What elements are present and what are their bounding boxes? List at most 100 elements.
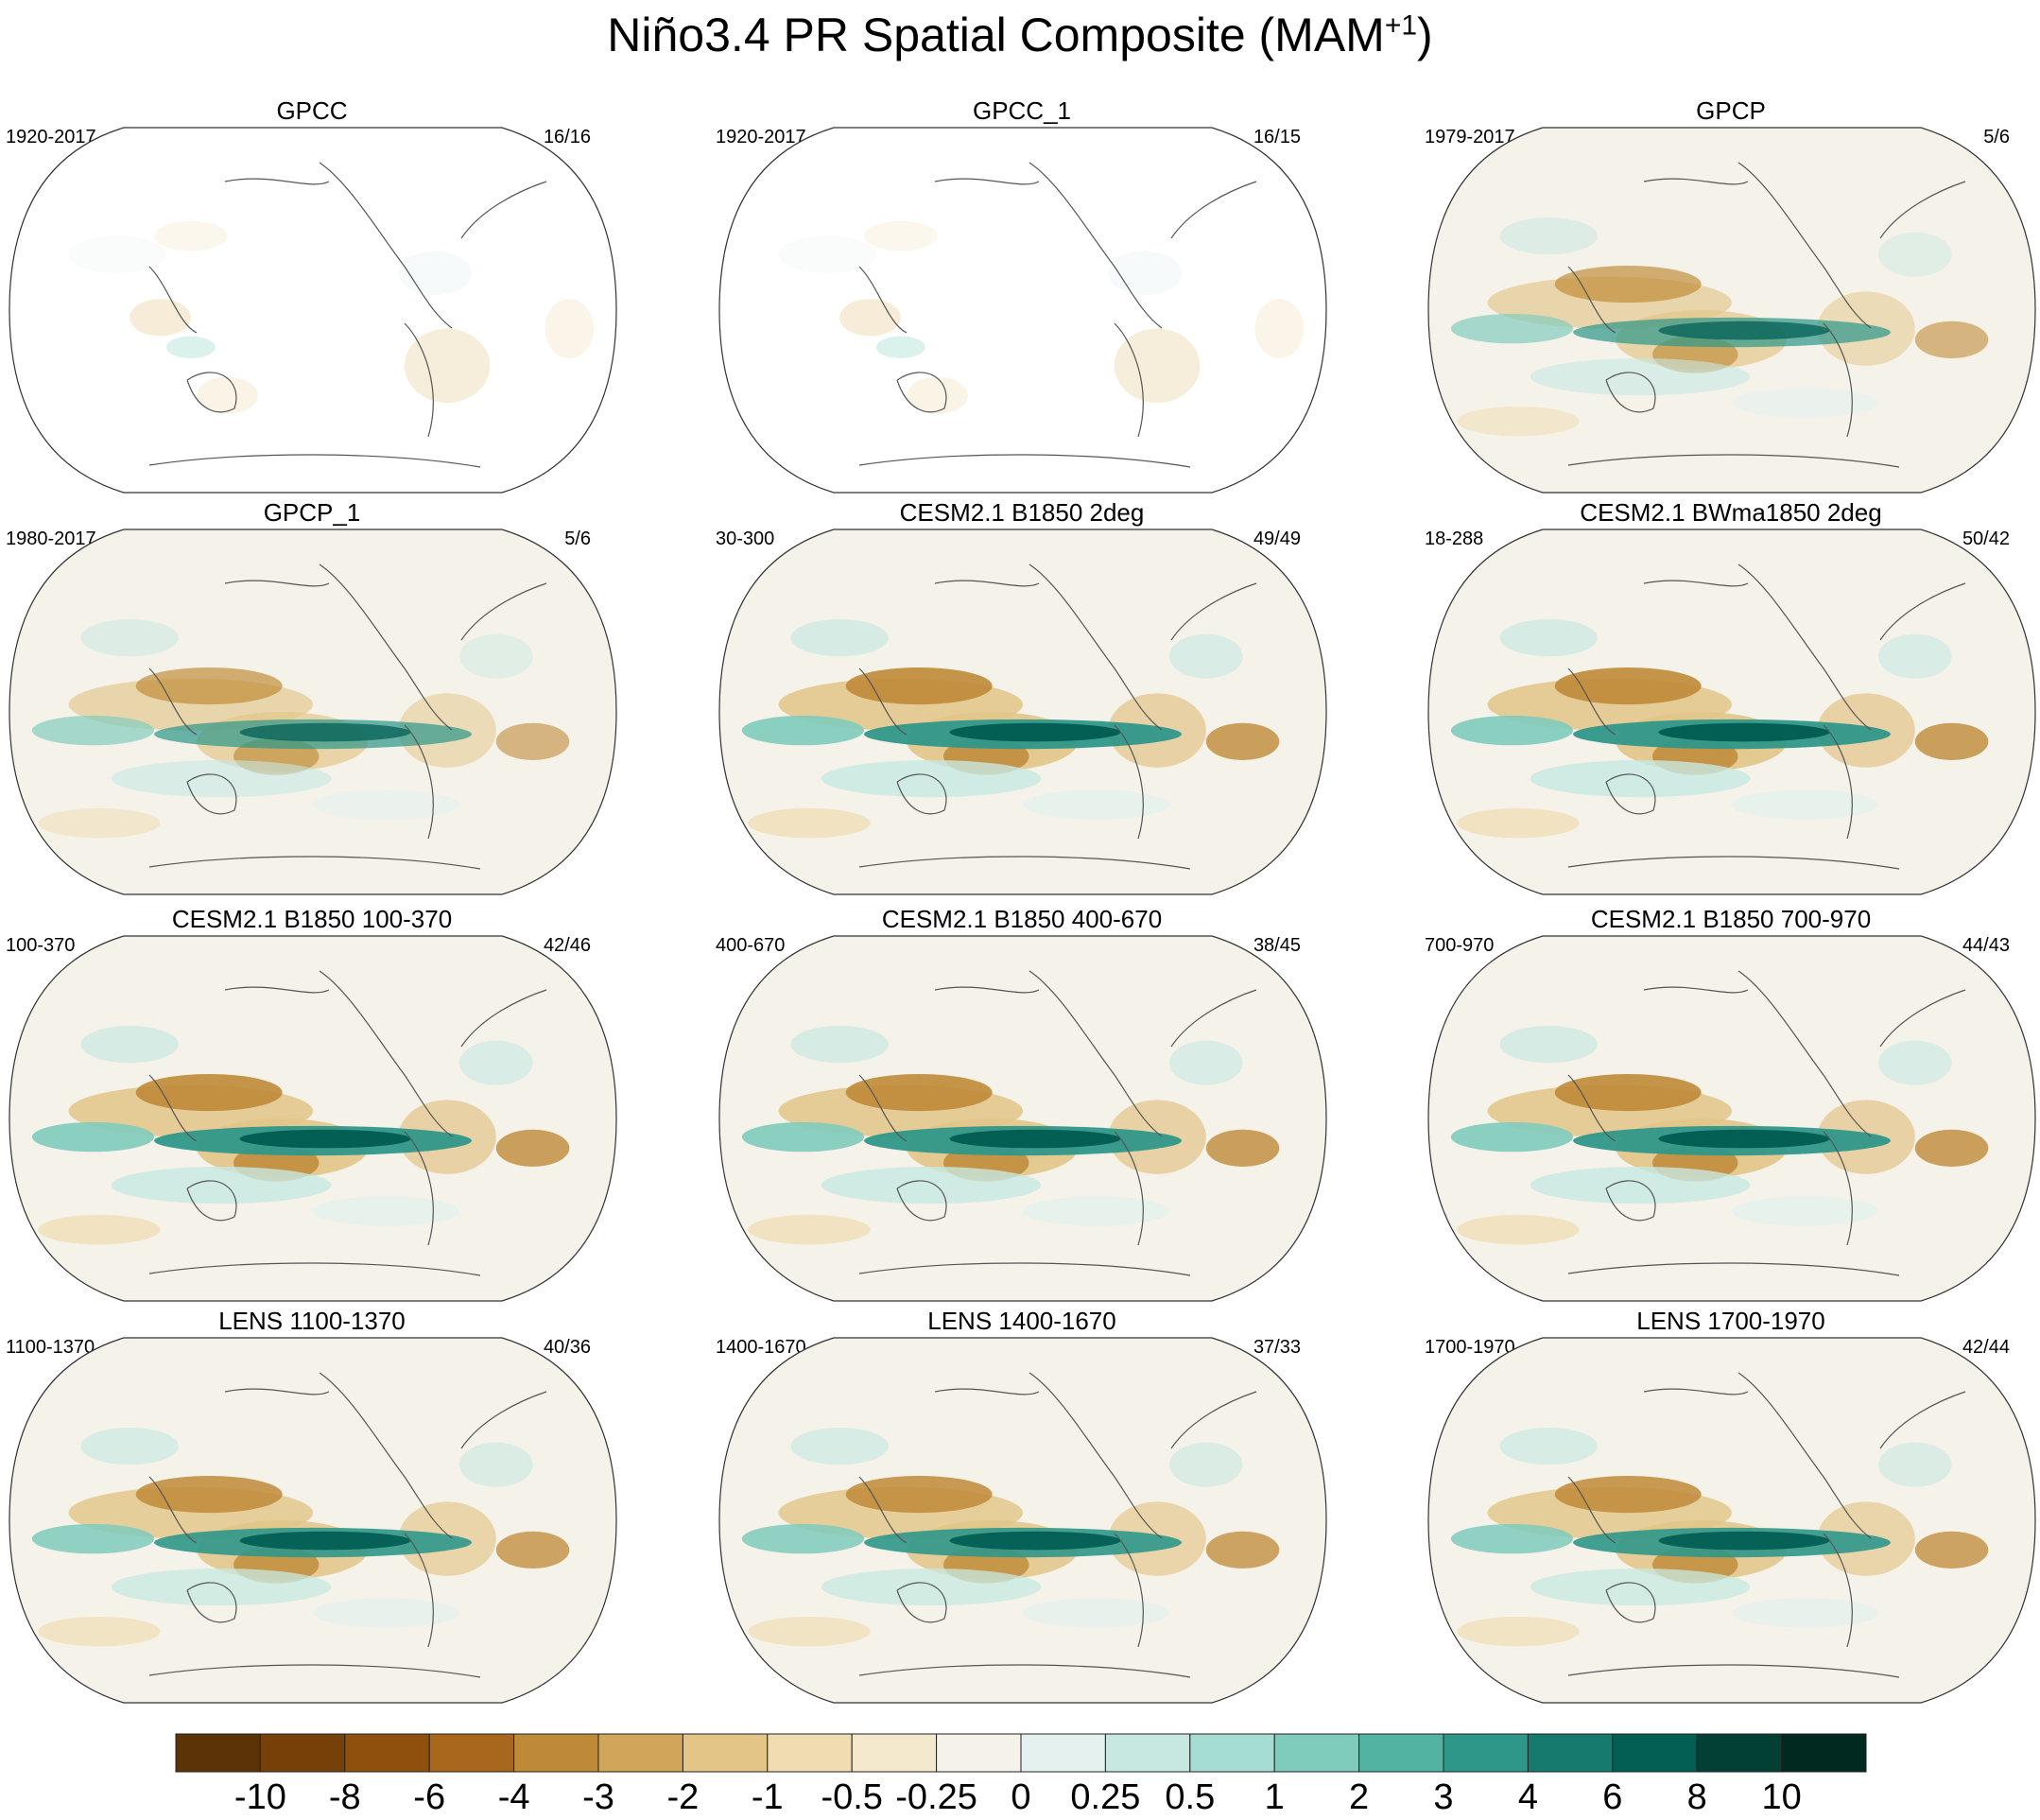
- anomaly-blob: [1457, 807, 1580, 839]
- map-panel: GPCC_1 1920-2017 16/15: [710, 95, 1372, 496]
- panel-period: 700-970: [1425, 935, 1495, 956]
- anomaly-blob: [1554, 265, 1702, 303]
- colorbar-box: [851, 1733, 938, 1773]
- anomaly-blob: [31, 715, 155, 746]
- anomaly-blob: [1499, 217, 1598, 255]
- panel-title: CESM2.1 BWma1850 2deg: [1580, 498, 1882, 527]
- map-globe: [718, 529, 1327, 895]
- panel-count: 16/16: [543, 127, 591, 147]
- anomaly-blob: [949, 1129, 1121, 1149]
- colorbar-box: [1527, 1733, 1614, 1773]
- panel-period: 400-670: [716, 935, 786, 956]
- anomaly-blob: [748, 1616, 871, 1647]
- panel-count: 50/42: [1962, 529, 2010, 549]
- map-panel: CESM2.1 B1850 700-970 700-970 44/43: [1419, 903, 2040, 1305]
- anomaly-blob: [111, 1568, 332, 1606]
- panel-title: LENS 1700-1970: [1636, 1307, 1825, 1335]
- colorbar-box: [682, 1733, 769, 1773]
- colorbar-label: 0.5: [1165, 1777, 1216, 1817]
- anomaly-blob: [1169, 1040, 1243, 1085]
- panel-period: 1400-1670: [716, 1337, 806, 1358]
- colorbar-box: [259, 1733, 346, 1773]
- anomaly-blob: [845, 667, 993, 705]
- colorbar-box: [1104, 1733, 1191, 1773]
- anomaly-blob: [778, 235, 876, 273]
- anomaly-blob: [459, 1040, 533, 1085]
- anomaly-blob: [1499, 1026, 1598, 1064]
- colorbar-box: [1189, 1733, 1275, 1773]
- anomaly-blob: [1914, 1129, 1989, 1167]
- anomaly-blob: [949, 1531, 1121, 1551]
- colorbar-box: [1612, 1733, 1698, 1773]
- colorbar-box: [597, 1733, 683, 1773]
- panel-title: GPCP: [1696, 96, 1766, 125]
- colorbar-box: [428, 1733, 515, 1773]
- anomaly-blob: [1499, 1428, 1598, 1465]
- anomaly-blob: [1450, 1121, 1574, 1153]
- anomaly-blob: [545, 299, 595, 358]
- panel-count: 49/49: [1253, 529, 1301, 549]
- anomaly-blob: [1254, 299, 1305, 358]
- anomaly-blob: [495, 1531, 570, 1569]
- colorbar-box: [1358, 1733, 1444, 1773]
- panel-title: GPCC_1: [972, 96, 1072, 125]
- colorbar-box: [1696, 1733, 1783, 1773]
- anomaly-blob: [741, 1121, 865, 1153]
- anomaly-blob: [1914, 1531, 1989, 1569]
- anomaly-blob: [68, 235, 166, 273]
- anomaly-blob: [1450, 313, 1574, 344]
- anomaly-blob: [313, 1598, 460, 1628]
- anomaly-blob: [404, 328, 491, 403]
- anomaly-blob: [1914, 321, 1989, 358]
- anomaly-blob: [1914, 722, 1989, 760]
- anomaly-blob: [1450, 1523, 1574, 1554]
- map-globe: [1427, 1337, 2036, 1704]
- anomaly-blob: [790, 1428, 889, 1465]
- colorbar-label: -3: [582, 1777, 614, 1817]
- map-globe: [9, 1337, 617, 1704]
- map-panel: CESM2.1 BWma1850 2deg 18-288 50/42: [1419, 496, 2040, 898]
- anomaly-blob: [1878, 633, 1952, 679]
- map-globe: [1427, 529, 2036, 895]
- map-panel: GPCC 1920-2017 16/16: [0, 95, 662, 496]
- colorbar-label: 2: [1349, 1777, 1370, 1817]
- anomaly-blob: [1023, 1598, 1170, 1628]
- anomaly-blob: [38, 1616, 161, 1647]
- anomaly-blob: [239, 1129, 411, 1149]
- anomaly-blob: [135, 1073, 283, 1112]
- anomaly-blob: [1732, 1598, 1879, 1628]
- panel-title: GPCC: [276, 96, 348, 125]
- panel-count: 44/43: [1962, 935, 2010, 956]
- panel-title: GPCP_1: [263, 498, 361, 527]
- anomaly-blob: [398, 251, 472, 296]
- colorbar-box: [175, 1733, 261, 1773]
- anomaly-blob: [748, 1214, 871, 1245]
- panel-title: CESM2.1 B1850 100-370: [171, 905, 453, 933]
- colorbar-label: 1: [1264, 1777, 1285, 1817]
- anomaly-blob: [1732, 1196, 1879, 1226]
- anomaly-blob: [907, 376, 968, 414]
- colorbar: [175, 1733, 1867, 1773]
- anomaly-blob: [1457, 1214, 1580, 1245]
- anomaly-blob: [1457, 1616, 1580, 1647]
- panel-title: LENS 1100-1370: [218, 1307, 406, 1335]
- map-panel: LENS 1400-1670 1400-1670 37/33: [710, 1305, 1372, 1707]
- panel-period: 100-370: [6, 935, 76, 956]
- anomaly-blob: [790, 619, 889, 657]
- anomaly-blob: [1530, 1568, 1751, 1606]
- anomaly-blob: [80, 1428, 179, 1465]
- anomaly-blob: [111, 1166, 332, 1205]
- panel-period: 30-300: [716, 529, 775, 549]
- anomaly-blob: [495, 1129, 570, 1167]
- anomaly-blob: [135, 1475, 283, 1514]
- anomaly-blob: [741, 1523, 865, 1554]
- anomaly-blob: [864, 220, 938, 251]
- panel-title: CESM2.1 B1850 2deg: [899, 498, 1145, 527]
- map-panel: LENS 1100-1370 1100-1370 40/36: [0, 1305, 662, 1707]
- map-globe: [1427, 935, 2036, 1302]
- map-panel: GPCP_1 1980-2017 5/6: [0, 496, 662, 898]
- colorbar-label: -0.25: [895, 1777, 977, 1817]
- anomaly-blob: [31, 1121, 155, 1153]
- colorbar-label: 6: [1602, 1777, 1623, 1817]
- panel-period: 1980-2017: [6, 529, 96, 549]
